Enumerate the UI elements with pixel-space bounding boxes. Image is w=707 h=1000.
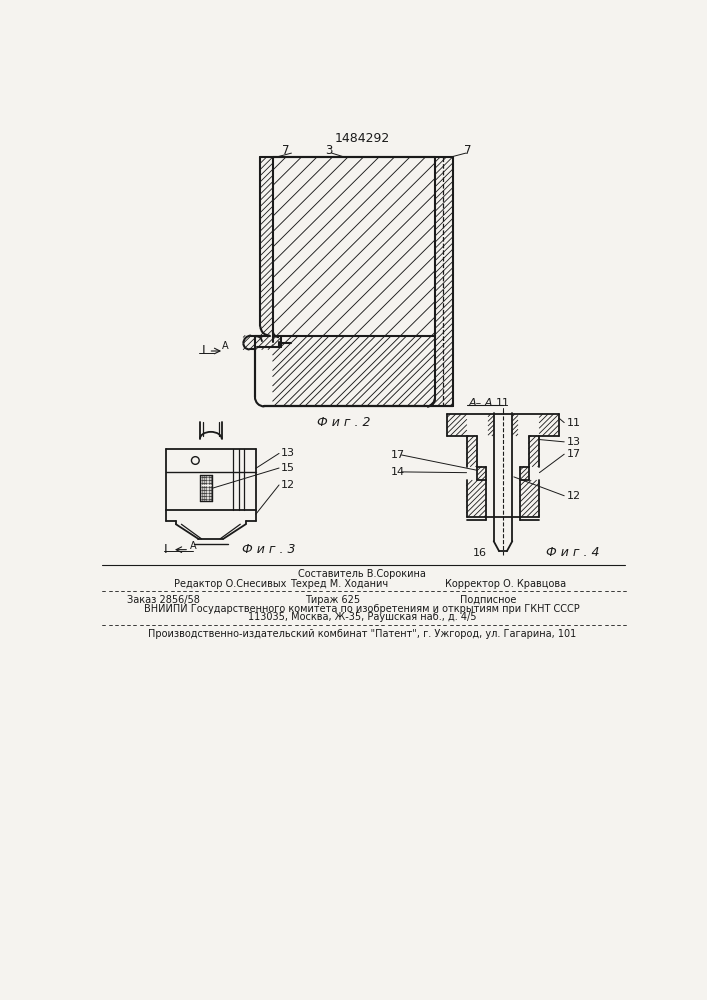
Text: Заказ 2856/58: Заказ 2856/58	[127, 595, 200, 605]
Text: Составитель В.Сорокина: Составитель В.Сорокина	[298, 569, 426, 579]
Text: I: I	[164, 543, 168, 556]
Text: Редактор О.Снесивых: Редактор О.Снесивых	[174, 579, 286, 589]
Text: Подписное: Подписное	[460, 595, 517, 605]
Text: 11: 11	[496, 398, 510, 408]
Text: Ф и г . 3: Ф и г . 3	[242, 543, 296, 556]
Text: 11: 11	[566, 418, 580, 428]
Text: 7: 7	[464, 144, 472, 157]
Text: I: I	[201, 344, 205, 358]
Text: Ф и г . 4: Ф и г . 4	[546, 546, 599, 559]
Text: A– A: A– A	[468, 398, 493, 408]
Text: 17: 17	[566, 449, 580, 459]
Text: A: A	[222, 341, 229, 351]
Text: 113035, Москва, Ж-35, Раушская наб., д. 4/5: 113035, Москва, Ж-35, Раушская наб., д. …	[247, 612, 477, 622]
Text: 16: 16	[473, 548, 486, 558]
Text: Ф и г . 2: Ф и г . 2	[317, 416, 371, 429]
Text: 13: 13	[281, 448, 295, 458]
Text: 14: 14	[391, 467, 404, 477]
Text: Тираж 625: Тираж 625	[305, 595, 361, 605]
Text: 7: 7	[282, 144, 290, 157]
Text: 1484292: 1484292	[334, 132, 390, 145]
Text: 13: 13	[566, 437, 580, 447]
Text: 17: 17	[391, 450, 404, 460]
Text: A: A	[189, 541, 197, 551]
Text: 12: 12	[566, 491, 580, 501]
Text: 3: 3	[325, 144, 332, 157]
Text: Техред М. Ходанич: Техред М. Ходанич	[290, 579, 388, 589]
Text: Производственно-издательский комбинат "Патент", г. Ужгород, ул. Гагарина, 101: Производственно-издательский комбинат "П…	[148, 629, 576, 639]
Text: 12: 12	[281, 480, 295, 490]
Text: 15: 15	[281, 463, 295, 473]
Text: ВНИИПИ Государственного комитета по изобретениям и открытиям при ГКНТ СССР: ВНИИПИ Государственного комитета по изоб…	[144, 604, 580, 614]
Text: Корректор О. Кравцова: Корректор О. Кравцова	[445, 579, 566, 589]
